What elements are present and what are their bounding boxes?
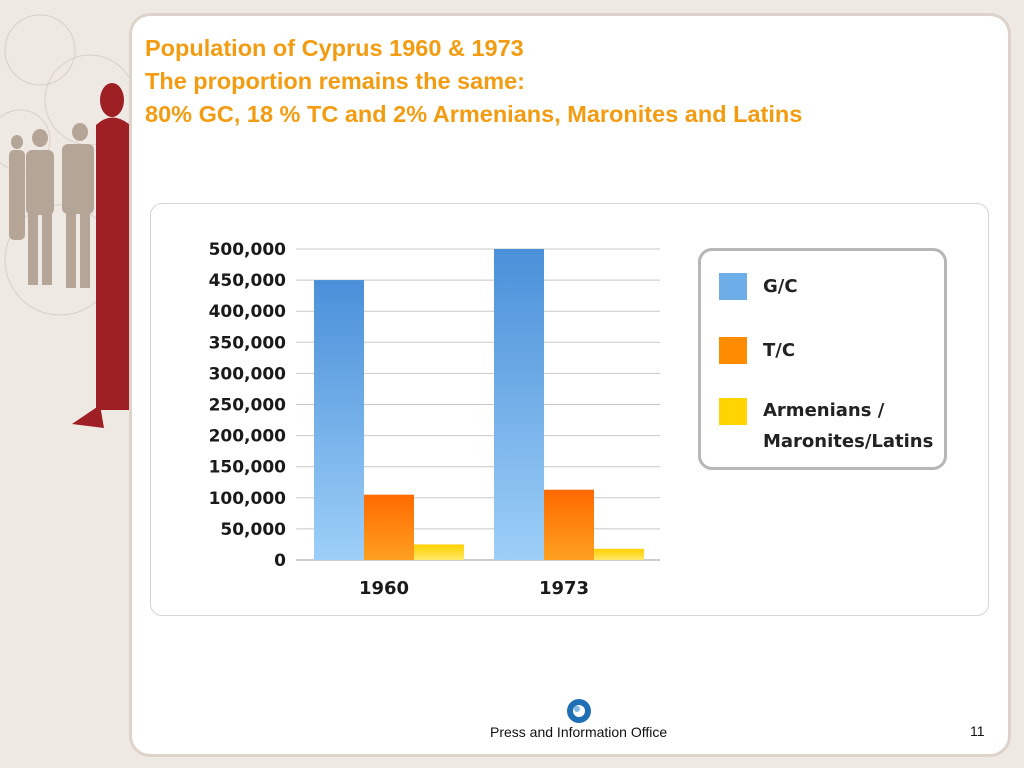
people-silhouettes-icon [9, 123, 94, 288]
slide-title: Population of Cyprus 1960 & 1973 The pro… [145, 32, 985, 131]
y-tick-label: 450,000 [209, 271, 287, 291]
footer-office-name: Press and Information Office [490, 724, 668, 740]
legend-label-aml-1: Armenians / [763, 400, 885, 421]
legend-label-tc: T/C [763, 340, 796, 361]
bar-gc-1960 [314, 280, 364, 560]
legend-swatch-gc [719, 273, 747, 300]
woman-figure-icon [72, 83, 132, 428]
legend-label-gc: G/C [763, 276, 798, 297]
bar-tc-1960 [364, 494, 414, 560]
title-line-2: The proportion remains the same: [145, 68, 525, 94]
y-tick-label: 100,000 [209, 489, 287, 509]
press-office-logo-icon [567, 699, 591, 723]
sidebar-illustration [0, 14, 135, 428]
bar-aml-1960 [414, 544, 464, 560]
x-tick-label: 1973 [539, 578, 589, 599]
legend-label-aml-2: Maronites/Latins [763, 431, 934, 452]
y-tick-label: 250,000 [209, 396, 287, 416]
y-tick-label: 350,000 [209, 333, 287, 353]
title-line-1: Population of Cyprus 1960 & 1973 [145, 35, 524, 61]
bar-gc-1973 [494, 249, 544, 560]
y-tick-label: 200,000 [209, 427, 287, 447]
y-tick-label: 50,000 [220, 520, 286, 540]
y-tick-label: 150,000 [209, 458, 287, 478]
title-line-3: 80% GC, 18 % TC and 2% Armenians, Maroni… [145, 101, 803, 127]
legend-swatch-aml [719, 398, 747, 425]
bar-tc-1973 [544, 489, 594, 560]
y-tick-label: 0 [274, 551, 286, 571]
chart-legend: G/C T/C Armenians / Maronites/Latins [698, 248, 947, 470]
y-tick-label: 500,000 [209, 240, 287, 260]
x-tick-label: 1960 [359, 578, 409, 599]
y-tick-label: 300,000 [209, 364, 287, 384]
y-tick-label: 400,000 [209, 302, 287, 322]
bar-aml-1973 [594, 548, 644, 560]
page-number: 11 [970, 723, 985, 739]
legend-swatch-tc [719, 337, 747, 364]
